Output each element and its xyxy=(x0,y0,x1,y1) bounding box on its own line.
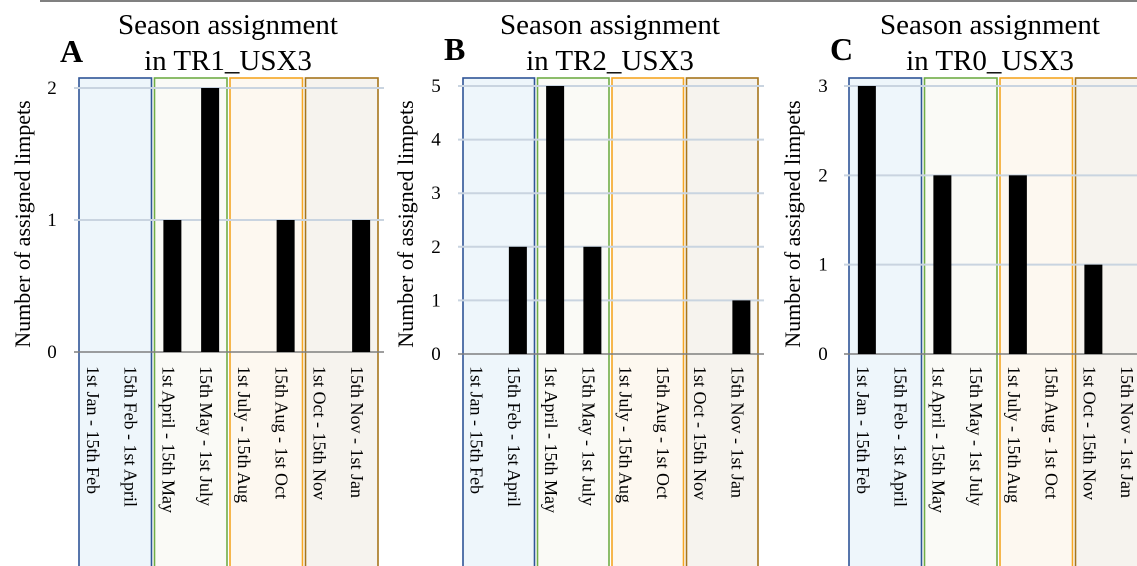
x-tick-label: 15th Aug - 1st Oct xyxy=(653,366,673,499)
chart-title: in TR1_USX3 xyxy=(144,45,312,77)
chart-title: Season assignment xyxy=(118,9,338,41)
x-tick-label: 1st July - 15th Aug xyxy=(616,366,636,503)
y-axis-title: Number of assigned limpets xyxy=(10,100,35,347)
x-tick-label: 1st Oct - 15th Nov xyxy=(1079,366,1099,500)
chart-title: in TR0_USX3 xyxy=(906,45,1074,77)
bar xyxy=(1008,175,1027,354)
bar xyxy=(163,220,182,352)
x-tick-label: 1st Jan - 15th Feb xyxy=(853,366,873,494)
x-tick-label: 1st July - 15th Aug xyxy=(234,366,254,503)
x-tick-label: 15th Aug - 1st Oct xyxy=(1042,366,1062,499)
bar xyxy=(546,86,565,354)
chart-title: Season assignment xyxy=(500,9,720,41)
chart-panel-a: 0 1 2 1st Jan - 15th Feb 15th Feb - 1st Apri… xyxy=(10,9,384,566)
x-tick-label: 15th Nov - 1st Jan xyxy=(727,366,747,498)
panel-label: A xyxy=(60,33,83,69)
y-tick-label: 0 xyxy=(47,342,57,363)
bar xyxy=(352,220,371,352)
x-tick-label: 1st April - 15th May xyxy=(928,366,948,513)
chart-panel-c: 0 1 2 3 1st Jan - 15th Feb 15th Feb - 1st Apr… xyxy=(780,9,1137,566)
bar xyxy=(583,246,602,354)
bar xyxy=(508,246,527,354)
x-tick-label: 15th Feb - 1st April xyxy=(504,366,524,507)
bar xyxy=(732,300,751,354)
x-tick-label: 15th Feb - 1st April xyxy=(121,366,141,507)
y-tick-label: 3 xyxy=(818,76,828,97)
y-tick-label: 2 xyxy=(818,165,828,186)
panel-label: C xyxy=(830,31,853,67)
x-tick-label: 15th May - 1st July xyxy=(196,366,216,506)
y-tick-label: 1 xyxy=(818,255,828,276)
chart-title: in TR2_USX3 xyxy=(526,45,694,77)
x-tick-label: 1st July - 15th Aug xyxy=(1004,366,1024,503)
y-tick-label: 3 xyxy=(431,183,441,204)
x-tick-label: 1st Oct - 15th Nov xyxy=(690,366,710,500)
x-tick-label: 1st Oct - 15th Nov xyxy=(309,366,329,500)
y-tick-label: 2 xyxy=(47,78,57,99)
y-tick-label: 2 xyxy=(431,237,441,258)
chart-title: Season assignment xyxy=(880,9,1100,41)
y-axis-title: Number of assigned limpets xyxy=(780,100,805,347)
x-tick-label: 15th May - 1st July xyxy=(578,366,598,506)
y-tick-label: 5 xyxy=(431,76,441,97)
bar xyxy=(933,175,952,354)
x-tick-label: 15th May - 1st July xyxy=(966,366,986,506)
x-tick-label: 1st Jan - 15th Feb xyxy=(83,366,103,494)
season-box-summer xyxy=(611,77,685,566)
y-tick-label: 0 xyxy=(431,344,441,365)
x-tick-label: 15th Nov - 1st Jan xyxy=(1117,366,1137,498)
season-box-winter xyxy=(78,77,153,566)
bar xyxy=(201,88,220,352)
chart-panel-b: 0 1 2 3 4 5 1st Jan - 15th Feb 15th Feb - 1st A… xyxy=(393,9,764,566)
x-tick-label: 15th Aug - 1st Oct xyxy=(272,366,292,499)
y-tick-label: 1 xyxy=(431,290,441,311)
y-tick-label: 1 xyxy=(47,210,57,231)
x-tick-label: 1st April - 15th May xyxy=(158,366,178,513)
bar xyxy=(857,86,876,354)
x-tick-label: 1st April - 15th May xyxy=(541,366,561,513)
y-tick-label: 4 xyxy=(431,130,441,151)
x-tick-label: 15th Feb - 1st April xyxy=(891,366,911,507)
panel-label: B xyxy=(444,31,465,67)
y-axis-title: Number of assigned limpets xyxy=(393,100,418,347)
x-tick-label: 1st Jan - 15th Feb xyxy=(467,366,487,494)
x-tick-label: 15th Nov - 1st Jan xyxy=(347,366,367,498)
bar xyxy=(276,220,295,352)
bar xyxy=(1084,264,1103,354)
y-tick-label: 0 xyxy=(818,344,828,365)
